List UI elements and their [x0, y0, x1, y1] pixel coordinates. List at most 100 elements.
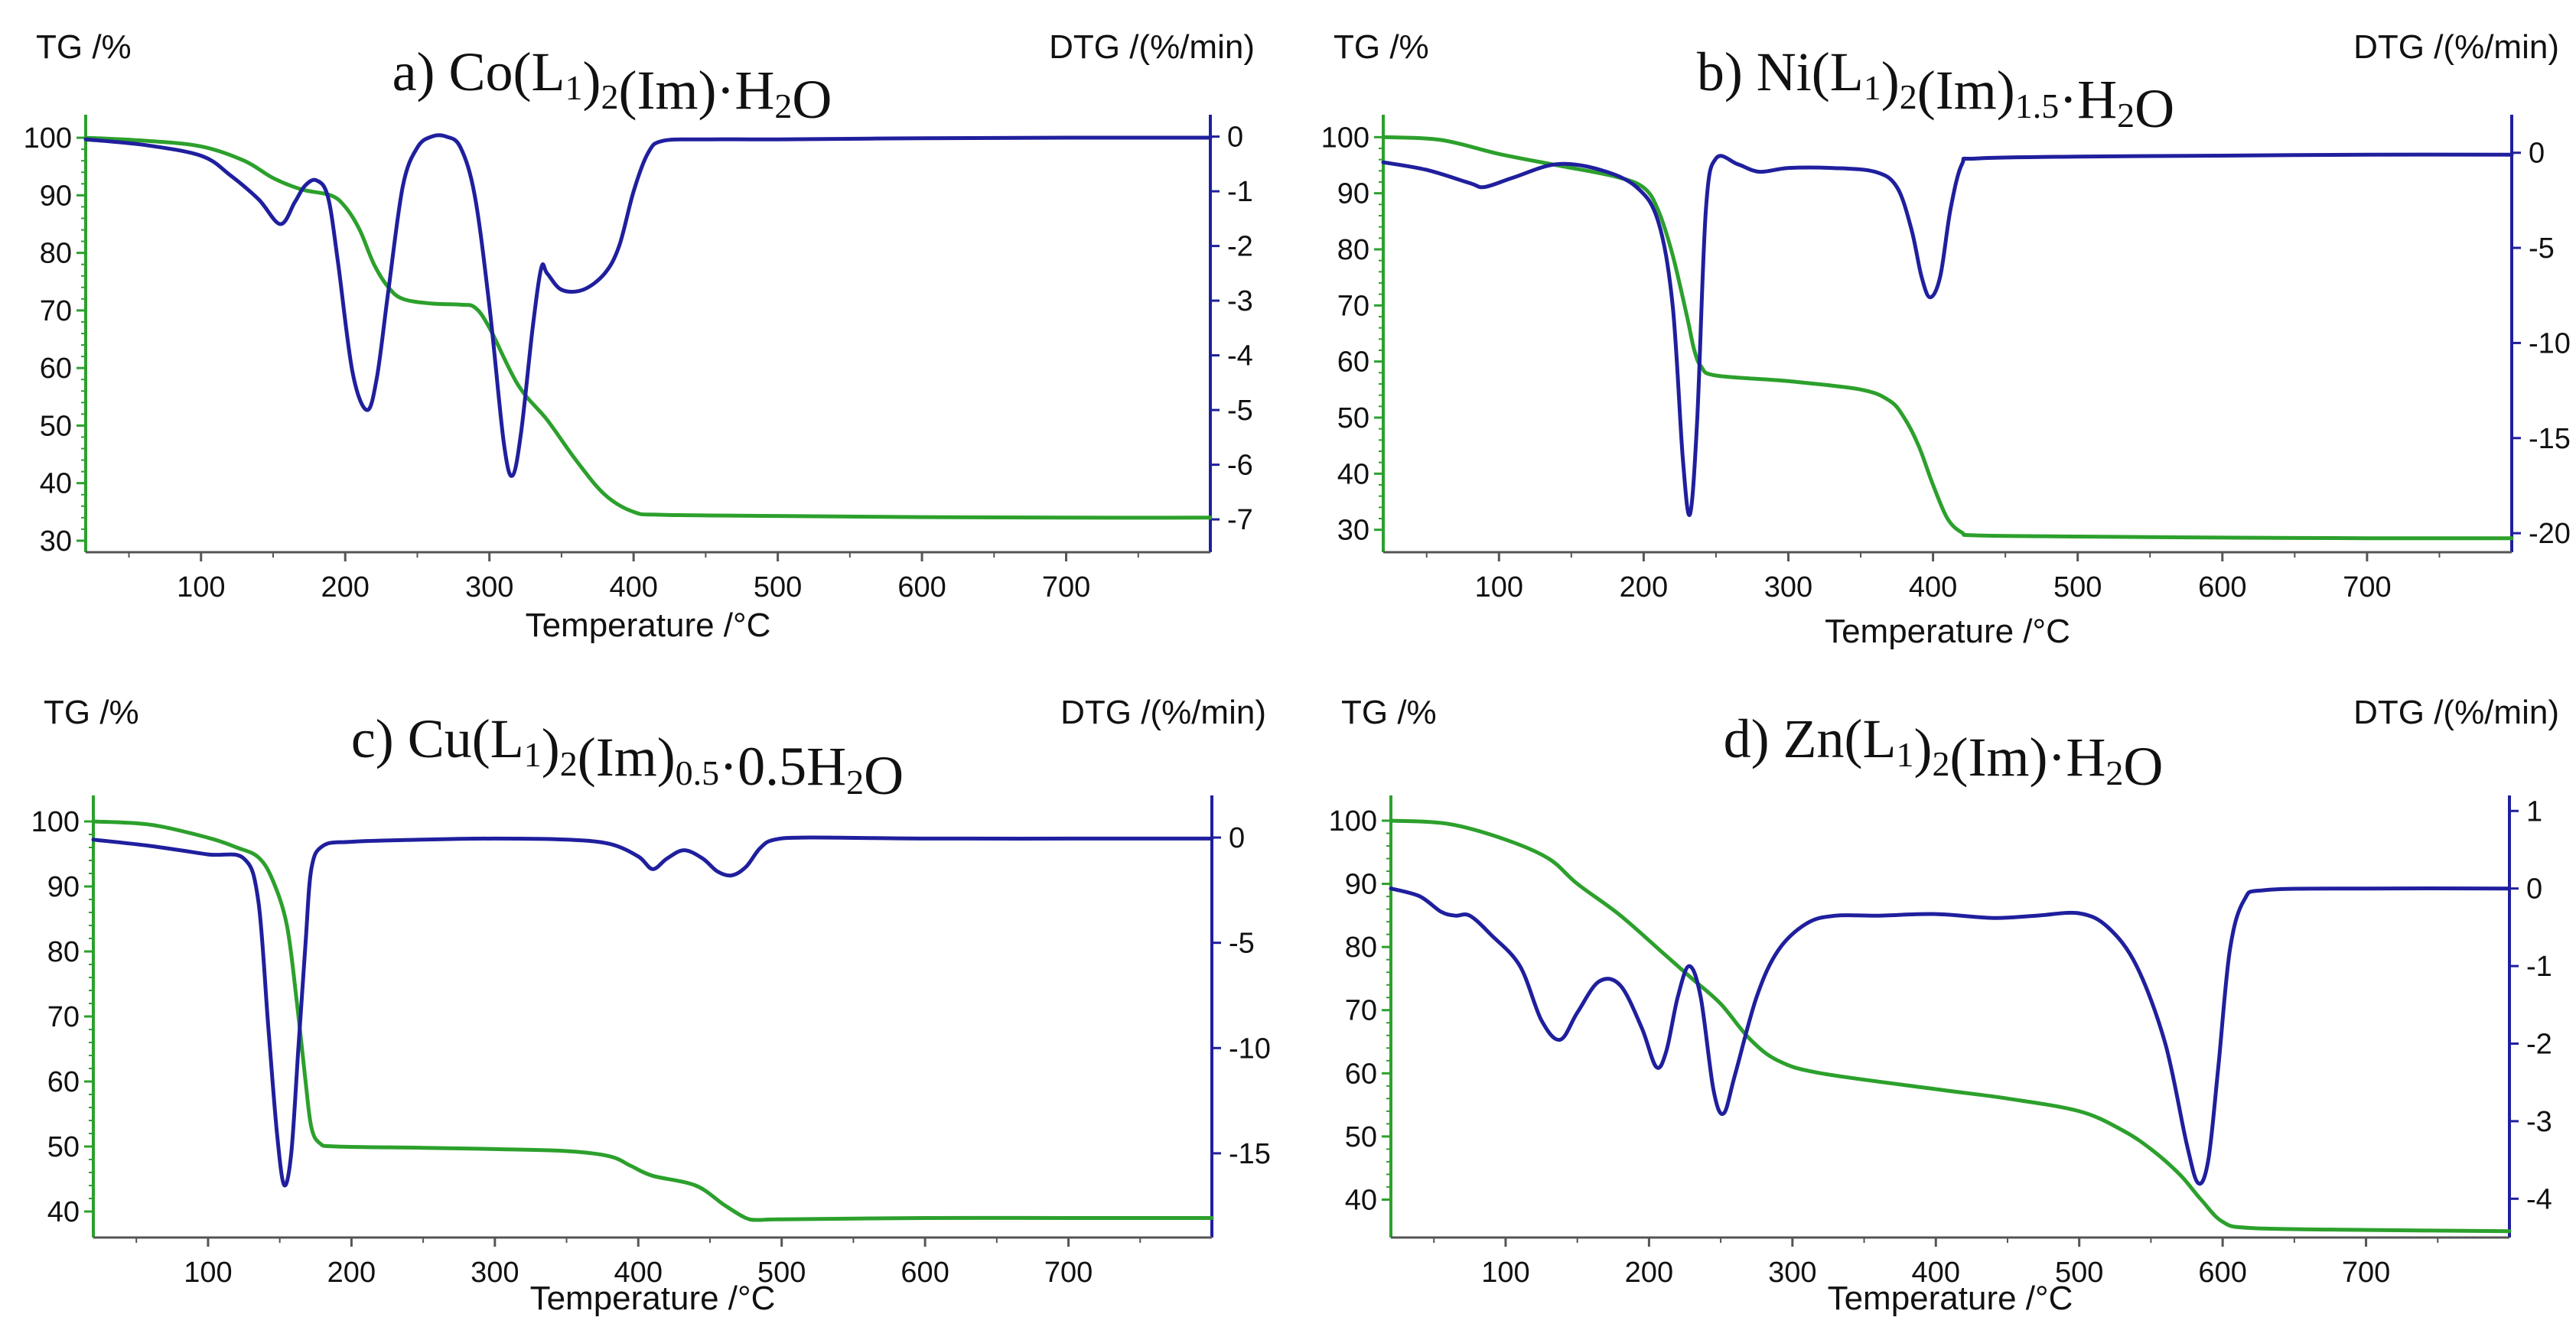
tg-curve [1389, 818, 2512, 1234]
title-text: O [792, 69, 832, 130]
x-tick-label: 100 [177, 571, 225, 603]
title-text: c) Cu(L [351, 708, 524, 769]
right-tick-label: -5 [2529, 233, 2555, 265]
right-tick-label: 0 [2526, 873, 2542, 906]
left-tick-label: 90 [40, 180, 72, 212]
left-tick-label: 90 [1337, 178, 1369, 210]
left-tick-label: 100 [31, 806, 80, 838]
x-tick-label: 300 [465, 571, 513, 603]
tg-axis-title: TG /% [1334, 28, 1429, 66]
title-subscript: 2 [2117, 96, 2135, 135]
title-subscript: 2 [1933, 744, 1950, 783]
x-tick-label: 600 [2198, 571, 2246, 603]
right-tick-label: -10 [2529, 327, 2571, 359]
tg-curve [83, 135, 1213, 520]
right-tick-label: -5 [1229, 928, 1255, 960]
x-tick-label: 700 [2343, 571, 2391, 603]
title-text: (Im) [1917, 60, 2015, 121]
left-tick-label: 70 [1345, 995, 1377, 1027]
panel-b: 30 40 50 60 70 80 90 100 0 -5 -10 -15 -20 100 200 300 40… [1321, 28, 2571, 650]
x-tick-label: 100 [184, 1257, 232, 1289]
x-tick-label: 600 [900, 1257, 949, 1289]
x-axis-title: Temperature /°C [526, 607, 771, 644]
x-tick-label: 200 [327, 1257, 376, 1289]
dtg-axis-title: DTG /(%/min) [2353, 28, 2559, 66]
right-tick-label: -15 [2529, 423, 2571, 455]
title-subscript: 1 [1864, 68, 1881, 107]
title-subscript: 2 [846, 763, 864, 802]
x-tick-label: 700 [2342, 1257, 2390, 1289]
dtg-axis-title: DTG /(%/min) [1060, 694, 1266, 731]
x-tick-label: 200 [1620, 571, 1668, 603]
left-tick-label: 30 [40, 525, 72, 558]
right-tick-label: -1 [2526, 951, 2552, 983]
x-tick-label: 600 [2198, 1257, 2246, 1289]
title-text: ) [542, 717, 560, 779]
x-tick-label: 100 [1481, 1257, 1529, 1289]
left-tick-label: 80 [1345, 932, 1377, 964]
x-axis-title: Temperature /°C [1828, 1280, 2073, 1317]
left-tick-label: 50 [1345, 1121, 1377, 1153]
right-tick-label: -10 [1229, 1033, 1271, 1065]
x-tick-label: 100 [1475, 571, 1523, 603]
left-tick-label: 40 [1345, 1184, 1377, 1216]
panel-a: 30 40 50 60 70 80 90 100 0 -1 -2 -3 -4 -5 -6 -7 100 200 30… [24, 28, 1255, 644]
x-tick-label: 300 [471, 1257, 519, 1289]
dtg-curve [91, 835, 1214, 1188]
title-text: O [2135, 78, 2174, 139]
left-tick-label: 60 [1345, 1058, 1377, 1090]
title-text: (Im)·H [1950, 727, 2106, 788]
left-tick-label: 50 [47, 1131, 80, 1163]
panel-title: c) Cu(L1)2(Im)0.5·0.5H2O [351, 708, 904, 806]
dtg-curve [1381, 152, 2514, 517]
left-tick-label: 50 [1337, 402, 1369, 434]
right-tick-label: -4 [1227, 340, 1253, 372]
title-text: b) Ni(L [1697, 41, 1864, 102]
title-subscript: 2 [2105, 753, 2123, 792]
x-tick-label: 500 [2055, 1257, 2103, 1289]
dtg-curve [83, 133, 1213, 478]
title-text: ·H [2059, 69, 2117, 130]
left-tick-label: 100 [24, 122, 72, 154]
x-tick-label: 700 [1042, 571, 1090, 603]
tg-curve [1381, 135, 2514, 541]
x-axis-title: Temperature /°C [1825, 613, 2070, 650]
right-tick-label: 0 [2529, 138, 2545, 170]
left-tick-label: 70 [40, 295, 72, 327]
x-tick-label: 700 [1044, 1257, 1093, 1289]
title-subscript: 0.5 [676, 753, 720, 792]
right-tick-label: -4 [2526, 1183, 2552, 1215]
title-subscript: 1 [524, 735, 542, 774]
panel-title: a) Co(L1)2(Im)·H2O [392, 41, 832, 130]
dtg-axis-title: DTG /(%/min) [1049, 28, 1255, 66]
right-tick-label: 0 [1227, 122, 1243, 154]
x-axis-title: Temperature /°C [530, 1280, 776, 1317]
left-tick-label: 60 [47, 1066, 80, 1098]
title-text: ) [1914, 717, 1933, 779]
left-tick-label: 30 [1337, 515, 1369, 547]
x-tick-label: 500 [754, 571, 802, 603]
right-tick-label: -15 [1229, 1138, 1271, 1170]
title-text: (Im)·H [619, 60, 775, 121]
x-tick-label: 200 [321, 571, 370, 603]
right-tick-label: -3 [2526, 1106, 2552, 1138]
title-text: ) [1881, 50, 1900, 112]
x-tick-label: 400 [1909, 571, 1957, 603]
x-tick-label: 600 [897, 571, 946, 603]
left-tick-label: 100 [1321, 122, 1369, 154]
title-subscript: 1 [565, 68, 583, 107]
x-tick-label: 300 [1768, 1257, 1816, 1289]
tg-axis-title: TG /% [44, 694, 139, 731]
left-tick-label: 50 [40, 410, 72, 442]
title-text: ·0.5H [719, 736, 846, 797]
left-tick-label: 40 [47, 1196, 80, 1228]
left-tick-label: 90 [1345, 869, 1377, 901]
tg-axis-title: TG /% [36, 28, 132, 66]
title-text: O [2123, 736, 2163, 797]
panel-d: 40 50 60 70 80 90 100 1 0 -1 -2 -3 -4 100 200 300 400 500… [1329, 694, 2559, 1317]
title-subscript: 2 [1900, 77, 1917, 116]
title-subscript: 1 [1897, 735, 1914, 774]
right-tick-label: -6 [1227, 450, 1253, 482]
left-tick-label: 70 [1337, 290, 1369, 322]
